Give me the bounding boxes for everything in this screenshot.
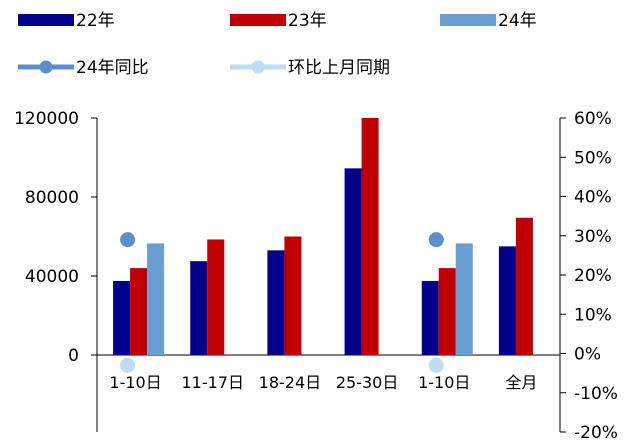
bar-23年-1 [207,239,225,355]
left-axis-tick-label: 0 [68,346,79,366]
right-axis-tick-label: 30% [574,227,612,247]
marker-24年同比-0 [120,232,136,248]
legend-label: 23年 [288,11,327,31]
bar-23年-3 [361,118,379,355]
right-axis-tick-label: -10% [574,384,618,404]
bar-24年-4 [455,243,473,355]
right-axis-tick-label: 60% [574,109,612,129]
left-axis-tick-label: 80000 [25,188,79,208]
bar-23年-0 [130,268,148,355]
chart-legend: 22年 23年 24年 24年同比 环比上月同期 [18,11,537,78]
chart-markers [120,232,444,373]
right-axis-tick-label: 40% [574,188,612,208]
right-axis-tick-label: 50% [574,148,612,168]
bar-23年-5 [515,217,533,355]
bar-22年-0 [113,280,131,355]
legend-swatch [440,14,496,26]
legend-swatch [18,14,74,26]
category-label: 1-10日 [418,373,470,392]
category-label: 18-24日 [259,373,322,392]
category-label: 25-30日 [336,373,399,392]
bar-22年-1 [190,261,208,355]
legend-label: 22年 [76,11,115,31]
right-axis-tick-label: -20% [574,423,618,443]
bar-23年-4 [438,268,456,355]
marker-环比上月同期-0 [120,357,136,373]
left-axis-tick-label: 120000 [14,109,79,129]
category-label: 全月 [505,373,537,392]
legend-label: 环比上月同期 [288,58,390,78]
right-axis-tick-label: 20% [574,266,612,286]
category-labels: 1-10日 11-17日 18-24日 25-30日 1-10日 全月 [109,373,537,392]
bar-24年-0 [147,243,165,355]
right-axis-tick-label: 10% [574,305,612,325]
bar-23年-2 [284,236,302,355]
chart-axes: 0 40000 80000 120000 -20% -10% 0% 10% 20% 30% 40% 5… [14,109,618,443]
bar-22年-2 [267,250,285,355]
category-label: 1-10日 [109,373,161,392]
chart-bars [113,118,533,355]
legend-label: 24年同比 [76,58,149,78]
right-axis-tick-label: 0% [574,345,601,365]
bar-22年-5 [498,246,516,355]
legend-swatch-marker [251,60,265,74]
bar-22年-4 [421,280,439,355]
left-axis-tick-label: 40000 [25,267,79,287]
legend-swatch-marker [39,60,53,74]
category-label: 11-17日 [182,373,245,392]
legend-label: 24年 [498,11,537,31]
marker-环比上月同期-4 [428,357,444,373]
legend-swatch [230,14,286,26]
bar-22年-3 [344,168,362,355]
marker-24年同比-4 [428,232,444,248]
